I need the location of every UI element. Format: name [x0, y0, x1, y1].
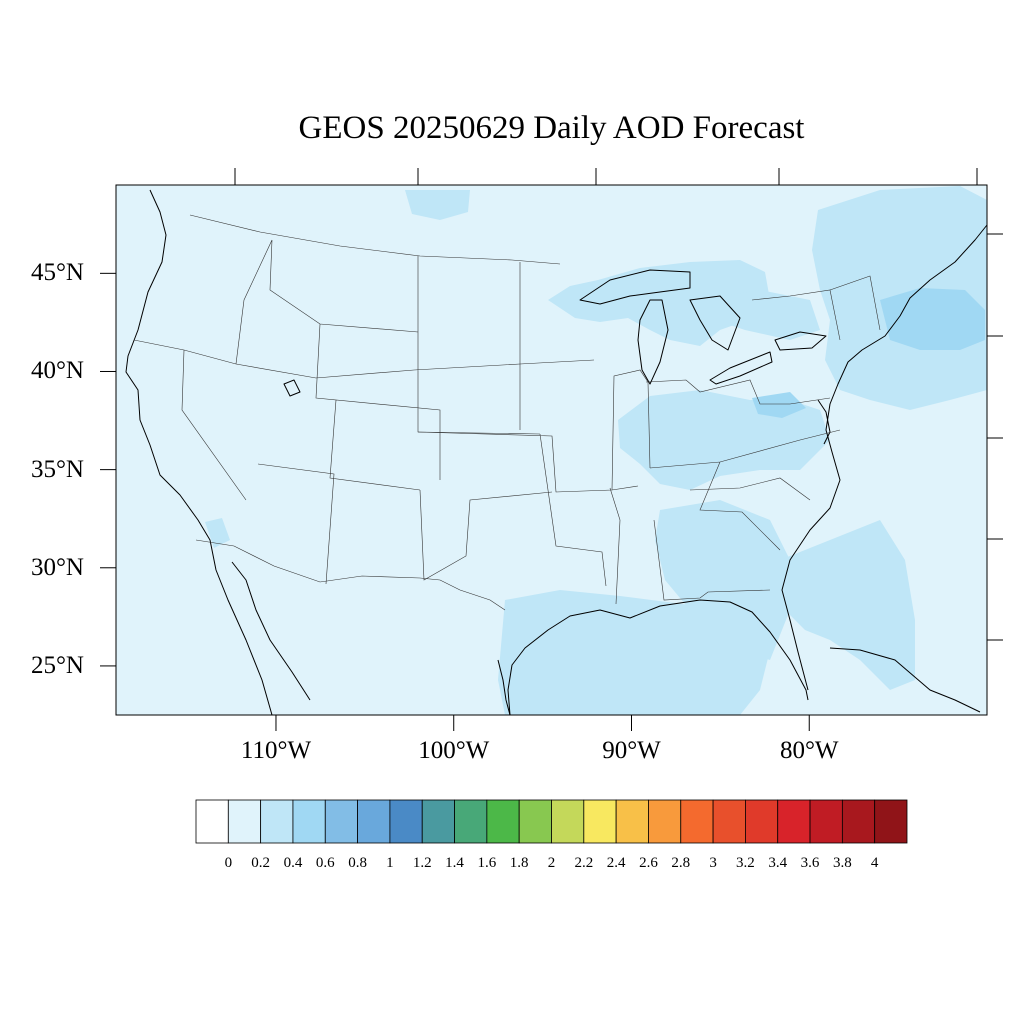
baja-gulf-coast: [231, 561, 311, 701]
lon-ticks: [275, 715, 810, 731]
colorbar-swatch: [809, 799, 843, 844]
us-canada-border: [189, 214, 561, 265]
colorbar-tick-label: 3.6: [800, 855, 820, 871]
lat-tick-label: 35°N: [30, 455, 84, 483]
aod-patch-mid-atlantic: [752, 392, 806, 418]
colorbar-swatch: [486, 799, 520, 844]
colorbar-tick-label: 2: [547, 855, 556, 871]
great-salt-lake: [283, 379, 301, 397]
map-frame: [100, 168, 1003, 731]
colorbar-tick-label: 1.4: [445, 855, 464, 871]
chesapeake-bay: [817, 399, 831, 445]
colorbar-tick-label: 0: [224, 855, 233, 871]
aod-patch-ontario: [700, 290, 820, 340]
colorbar-swatch: [874, 799, 908, 844]
lake-ontario: [774, 331, 827, 351]
top-ticks: [234, 168, 978, 185]
colorbar-tick-label: 2.8: [671, 855, 691, 871]
lake-erie: [709, 351, 773, 385]
colorbar-swatch: [195, 799, 229, 844]
us-mexico-border: [195, 539, 506, 611]
plot-border: [115, 184, 988, 716]
colorbar-tick-label: 1.2: [412, 855, 432, 871]
gulf-coast: [507, 599, 809, 715]
colorbar-swatch: [324, 799, 358, 844]
colorbar-swatch: [389, 799, 423, 844]
colorbar-tick-label: 0.8: [348, 855, 367, 871]
lake-michigan: [637, 299, 669, 385]
state-lines-central: [417, 262, 651, 605]
lat-ticks: [100, 272, 116, 667]
colorbar-swatch: [421, 799, 455, 844]
colorbar-tick-label: 2.2: [574, 855, 594, 871]
colorbar-swatch: [260, 799, 294, 844]
colorbar-tick-label: 0.4: [283, 855, 303, 871]
aod-patch-southeast: [655, 500, 790, 660]
aod-patch-atlantic: [780, 520, 915, 690]
colorbar-tick-label: 3.2: [736, 855, 755, 871]
colorbar-swatch: [745, 799, 779, 844]
atlantic-coast: [781, 224, 987, 691]
lon-tick-label: 100°W: [418, 737, 490, 764]
colorbar-swatch: [680, 799, 714, 844]
lake-huron: [689, 295, 741, 351]
aod-patch-gulf-of-maine: [880, 288, 985, 350]
aod-patch-manitoba: [405, 190, 470, 220]
colorbar-swatch: [648, 799, 682, 844]
aod-field-moderate: [752, 288, 985, 418]
map-title: GEOS 20250629 Daily AOD Forecast: [298, 110, 805, 146]
colorbar-swatch: [841, 799, 876, 844]
colorbar-tick-label: 1: [386, 855, 394, 871]
lon-tick-label: 90°W: [602, 737, 661, 764]
colorbar-swatch: [615, 799, 649, 844]
colorbar-tick-label: 4: [870, 855, 879, 871]
colorbar-tick-label: 1.8: [509, 855, 529, 871]
west-coast: [125, 189, 273, 715]
lat-tick-label: 30°N: [30, 553, 84, 581]
colorbar-tick-label: 3: [709, 855, 717, 871]
colorbar-tick-label: 2.6: [639, 855, 658, 871]
mexico-gulf-coast: [497, 659, 511, 715]
colorbar-tick-label: 3.4: [768, 855, 788, 871]
aod-patch-southwest: [205, 518, 230, 548]
lon-tick-label: 80°W: [779, 737, 839, 764]
colorbar-swatch: [357, 799, 391, 844]
colorbar-swatch: [551, 799, 585, 844]
lat-tick-label: 45°N: [30, 259, 84, 287]
colorbar-swatch: [454, 799, 488, 844]
colorbar-swatch: [227, 799, 262, 844]
colorbar-tick-label: 1.6: [477, 855, 497, 871]
right-ticks: [987, 233, 1003, 641]
coastlines: [125, 189, 987, 715]
lat-tick-label: 40°N: [30, 357, 84, 385]
colorbar-swatch: [518, 799, 552, 844]
state-borders: [133, 214, 881, 611]
colorbar-swatch: [583, 799, 617, 844]
aod-patch-gulf: [498, 590, 770, 715]
cuba: [829, 647, 981, 713]
colorbar-tick-label: 3.8: [832, 855, 852, 871]
colorbar-tick-label: 0.6: [315, 855, 335, 871]
colorbar-tick-label: 2.4: [606, 855, 626, 871]
colorbar-swatch: [292, 799, 326, 844]
lake-superior: [579, 269, 691, 305]
lat-tick-label: 25°N: [30, 651, 84, 679]
colorbar-swatch: [777, 799, 811, 844]
aod-patch-great-lakes: [548, 260, 770, 346]
colorbar-tick-label: 0.2: [251, 855, 270, 871]
state-lines-east: [645, 275, 881, 601]
colorbar: [195, 799, 908, 844]
colorbar-swatch: [712, 799, 746, 844]
lon-tick-label: 110°W: [240, 737, 312, 764]
